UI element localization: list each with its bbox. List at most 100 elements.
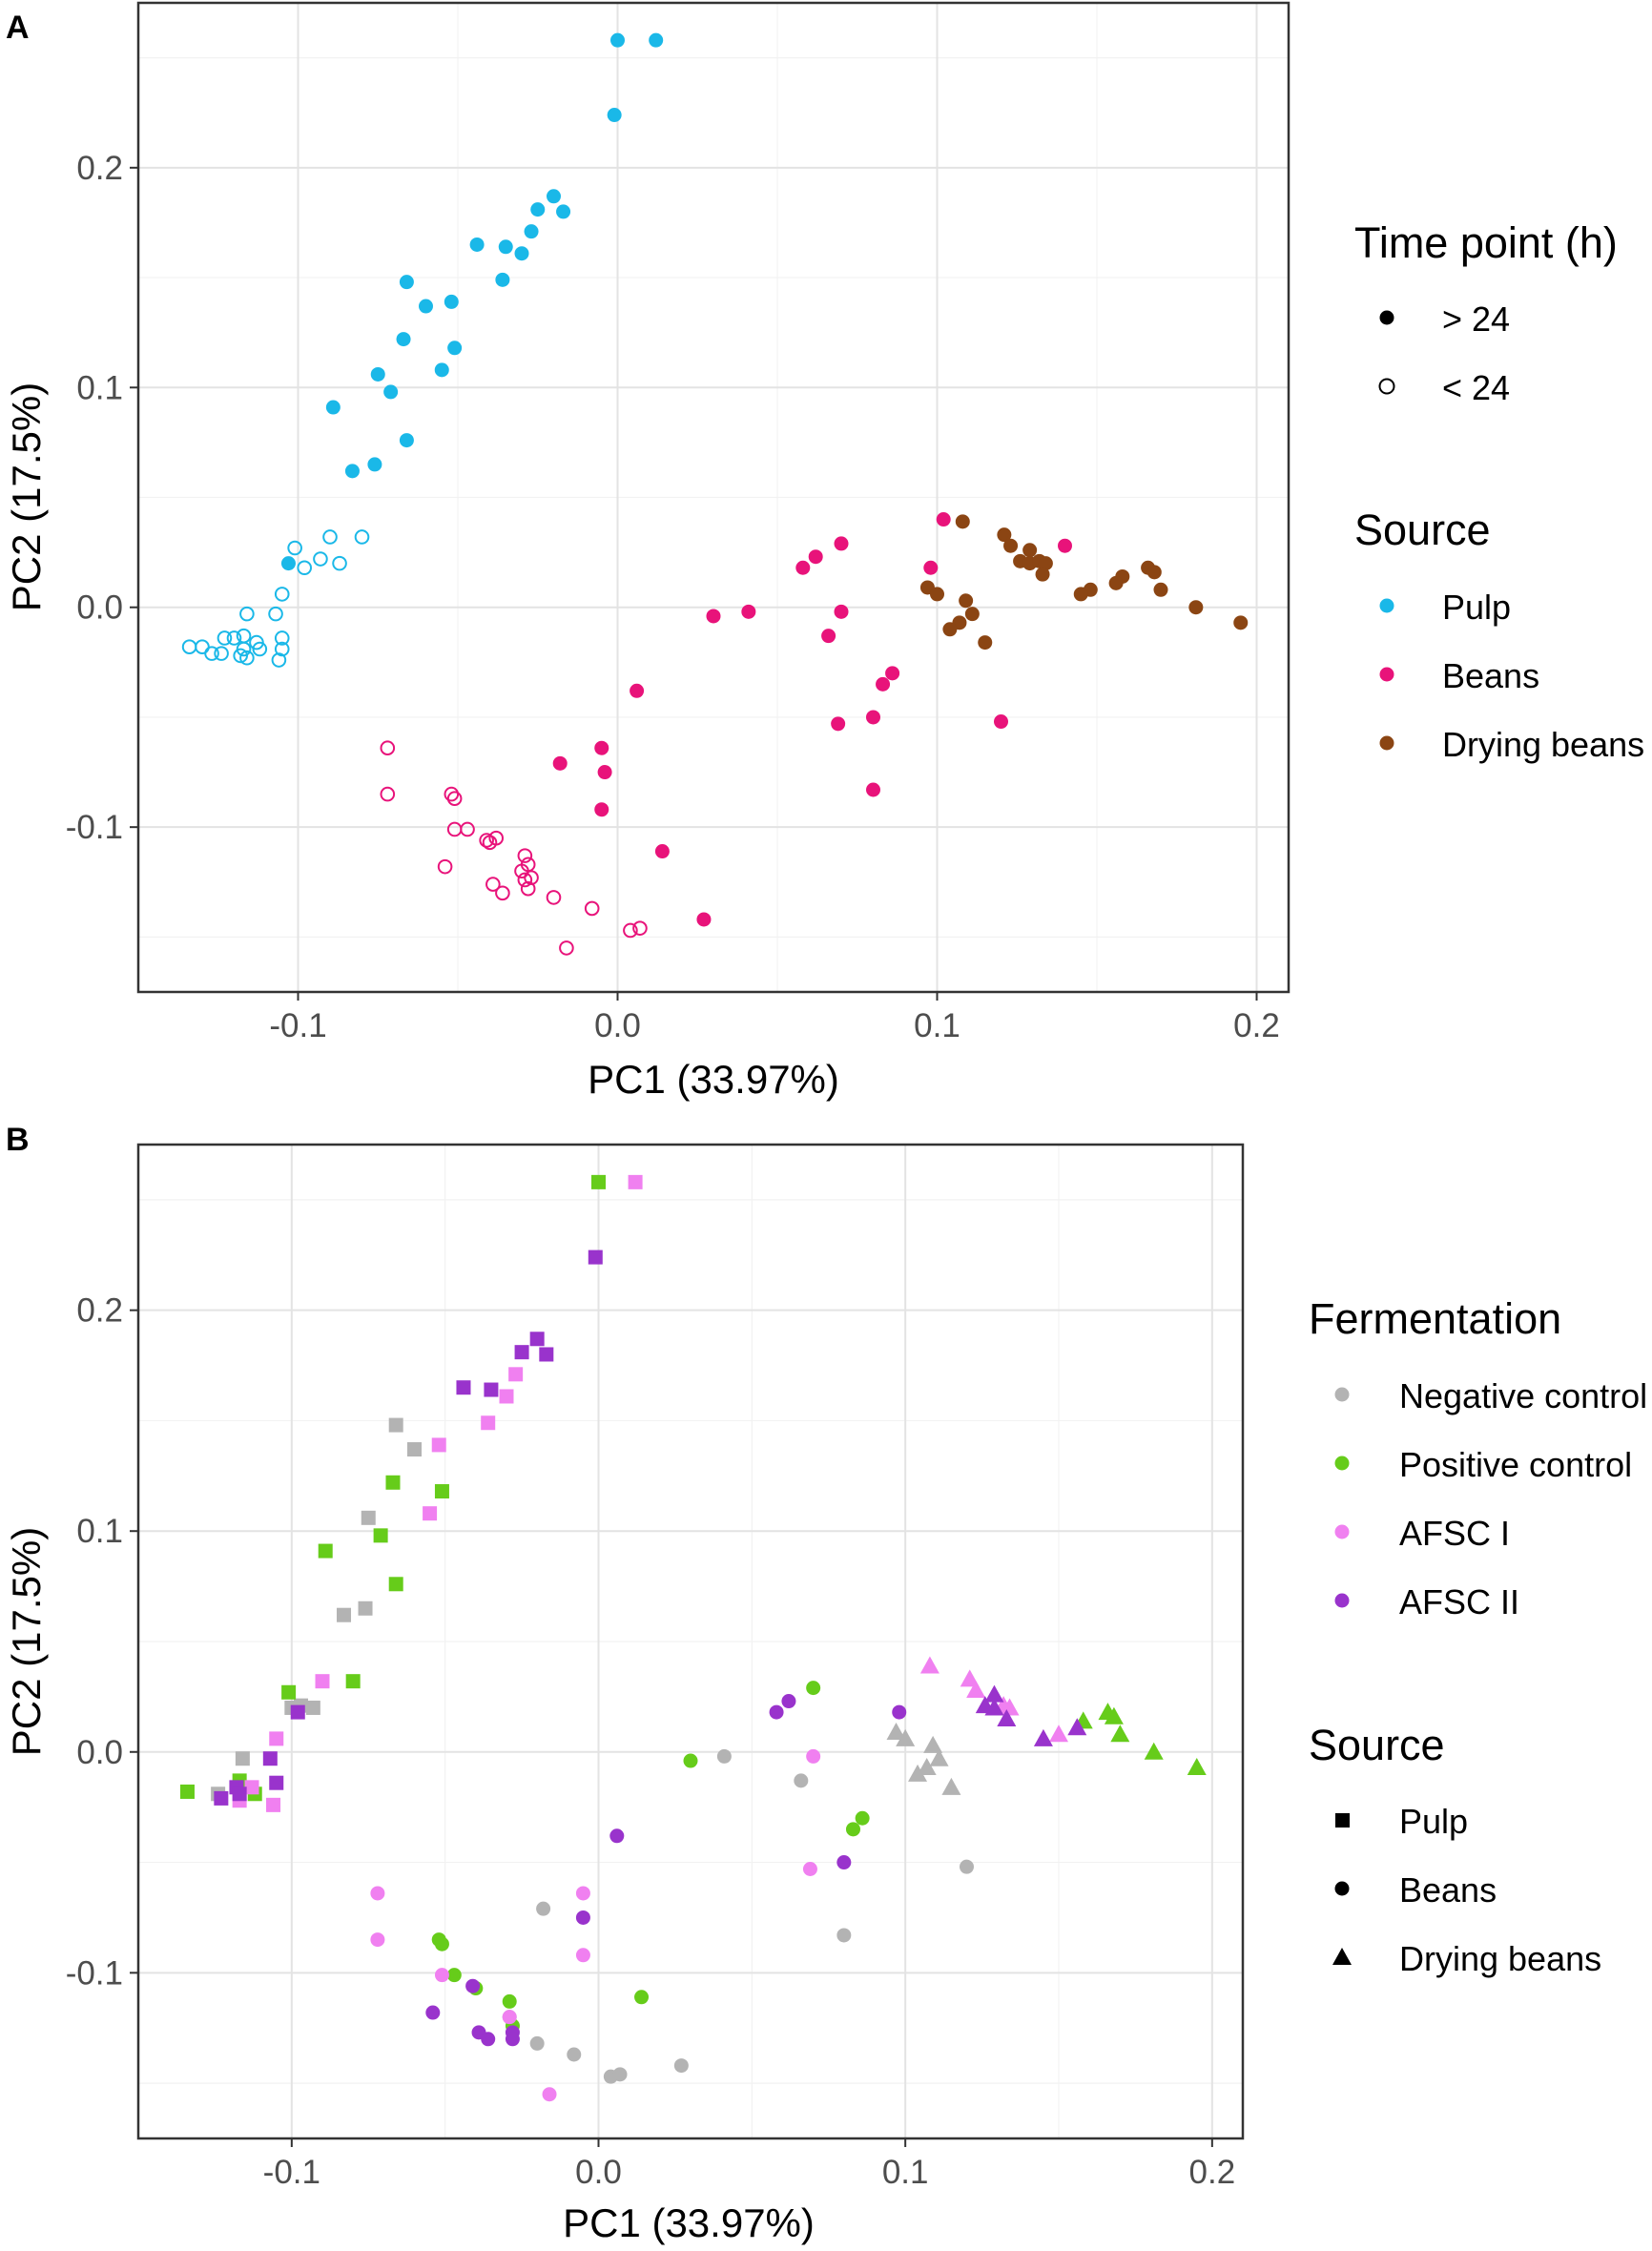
data-point (594, 802, 609, 817)
data-point (313, 551, 328, 567)
legend-label: AFSC I (1399, 1514, 1510, 1553)
legend-label: AFSC II (1399, 1582, 1519, 1621)
data-point (214, 1790, 229, 1806)
data-point (960, 1859, 974, 1874)
legend-key-afsc-i (1334, 1524, 1350, 1539)
data-point (781, 1694, 796, 1709)
data-point (204, 646, 219, 661)
data-point (434, 1968, 449, 1983)
data-point (1038, 556, 1053, 571)
data-point (806, 1748, 821, 1764)
data-point (444, 294, 459, 309)
data-point (673, 2058, 689, 2074)
data-point (396, 332, 411, 347)
data-point (997, 527, 1012, 543)
data-point (508, 1367, 524, 1382)
panel-b-x-ticks: -0.1 0.0 0.1 0.2 (263, 2138, 1235, 2191)
data-point (834, 536, 849, 551)
y-tick-label: -0.1 (66, 1954, 123, 1992)
data-point (546, 890, 562, 905)
panel-b-border (136, 1143, 1245, 2140)
data-point (966, 1680, 986, 1698)
data-point (741, 604, 756, 619)
data-point (1003, 538, 1019, 553)
data-point (444, 786, 460, 802)
data-point (485, 877, 501, 892)
data-point (930, 587, 944, 602)
legend-label: Drying beans (1399, 1939, 1601, 1978)
data-point (1110, 1724, 1130, 1743)
data-point (332, 555, 347, 571)
data-point (524, 224, 539, 239)
data-point (1022, 543, 1038, 558)
data-point (446, 821, 463, 837)
data-point (960, 1669, 980, 1687)
data-point (575, 1948, 590, 1963)
data-point (559, 940, 574, 956)
legend-key-negative-control (1334, 1387, 1350, 1402)
legend-title: Fermentation (1309, 1294, 1561, 1343)
data-point (536, 1901, 551, 1916)
data-point (529, 2035, 545, 2051)
panel-a-legend-time: Time point (h) > 24 < 24 (1354, 218, 1618, 407)
y-tick-label: 0.0 (76, 589, 123, 627)
data-point (498, 239, 513, 255)
panel-a-y-axis-title: PC2 (17.5%) (4, 382, 49, 611)
panel-b-tag: B (6, 1122, 30, 1158)
legend-key-drying-beans (1379, 735, 1394, 751)
data-point (623, 922, 638, 939)
data-point (575, 1886, 590, 1901)
data-point (315, 1674, 330, 1689)
legend-key-beans (1379, 667, 1394, 682)
legend-label: Pulp (1399, 1802, 1468, 1841)
data-point (434, 1936, 449, 1952)
panel-b-y-axis-title: PC2 (17.5%) (4, 1527, 49, 1756)
panel-b-x-axis-title: PC1 (33.97%) (563, 2200, 815, 2245)
data-point (923, 1735, 943, 1753)
data-point (1187, 1757, 1207, 1775)
data-point (1144, 1742, 1164, 1760)
x-tick-label: 0.0 (594, 1007, 641, 1044)
legend-title: Source (1309, 1721, 1445, 1769)
data-point (575, 1910, 590, 1925)
data-point (836, 1928, 852, 1943)
data-point (876, 676, 891, 692)
x-tick-label: -0.1 (263, 2154, 320, 2191)
panel-a-border (136, 1, 1291, 994)
data-point (984, 1698, 1004, 1716)
data-point (936, 512, 951, 527)
data-point (385, 1475, 401, 1490)
data-point (434, 1484, 449, 1499)
x-tick-label: 0.2 (1233, 1007, 1280, 1044)
legend-key-square (1335, 1813, 1350, 1828)
data-point (885, 666, 900, 681)
data-point (591, 1174, 606, 1189)
data-point (529, 1332, 545, 1347)
legend-key-pulp (1379, 598, 1394, 613)
data-point (649, 32, 664, 48)
panel-b-legend-fermentation: Fermentation Negative control Positive c… (1309, 1294, 1647, 1621)
data-point (460, 821, 475, 837)
x-tick-label: -0.1 (269, 1007, 326, 1044)
data-point (274, 641, 290, 657)
data-point (370, 1932, 385, 1948)
data-point (607, 108, 622, 123)
data-point (297, 560, 313, 576)
data-point (345, 1674, 361, 1689)
legend-label: Pulp (1442, 588, 1511, 627)
data-point (271, 652, 287, 668)
data-point (268, 606, 283, 622)
data-point (584, 900, 600, 917)
data-point (244, 1780, 259, 1795)
legend-label: Beans (1399, 1870, 1497, 1910)
data-point (361, 1510, 376, 1525)
data-point (1073, 587, 1088, 602)
data-point (997, 1709, 1017, 1727)
data-point (269, 1731, 284, 1746)
data-point (834, 604, 849, 619)
data-point (630, 683, 645, 698)
data-point (358, 1600, 373, 1616)
data-point (287, 540, 302, 556)
data-point (407, 1442, 422, 1457)
data-point (556, 204, 571, 219)
